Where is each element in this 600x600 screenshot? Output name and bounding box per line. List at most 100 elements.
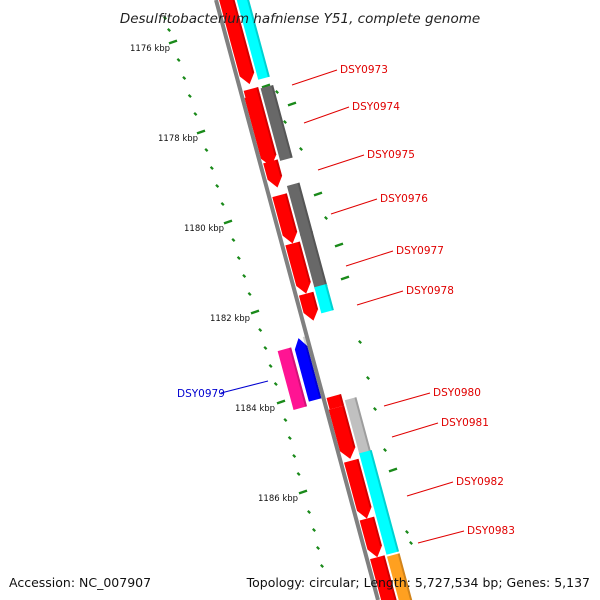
kbp-tick-major xyxy=(223,219,233,225)
gene-block-dsy0979-magenta-shade xyxy=(289,347,308,407)
kbp-tick-major xyxy=(340,275,350,281)
leader-dsy0979 xyxy=(220,380,269,394)
gene-block-dsy0978-cyan-shade xyxy=(324,283,334,311)
gene-block-dsy0982-cyan-shade xyxy=(369,449,400,552)
kbp-tick-major xyxy=(313,191,323,197)
gene-block-dsy0975-shade xyxy=(275,159,283,177)
kbp-label-1184: 1184 kbp xyxy=(235,404,275,414)
kbp-tick-minor xyxy=(187,94,192,98)
kbp-tick-minor xyxy=(247,292,252,296)
gene-block-dsy0973-cyan[interactable] xyxy=(230,0,270,80)
gene-block-bottom-red[interactable] xyxy=(370,555,400,600)
gene-block-dsy0973-cyan-shade xyxy=(247,0,270,78)
kbp-tick-minor xyxy=(268,364,273,368)
kbp-tick-minor xyxy=(366,376,370,380)
kbp-tick-minor xyxy=(287,436,292,440)
gene-block-dsy0981-lightgray[interactable] xyxy=(344,397,371,455)
kbp-tick-minor xyxy=(324,216,328,220)
leader-dsy0983 xyxy=(417,530,465,544)
gene-label-dsy0974[interactable]: DSY0974 xyxy=(352,101,400,113)
kbp-tick-minor xyxy=(215,184,220,188)
kbp-label-1186: 1186 kbp xyxy=(258,494,298,504)
genome-backbone xyxy=(214,0,380,600)
gene-block-dsy0978-cyan[interactable] xyxy=(314,283,334,314)
gene-block-dsy0975[interactable] xyxy=(263,159,283,188)
gene-block-dsy0979[interactable] xyxy=(294,338,322,402)
kbp-tick-minor xyxy=(320,564,324,568)
kbp-tick-minor xyxy=(383,448,387,452)
gene-label-dsy0976[interactable]: DSY0976 xyxy=(380,193,428,205)
kbp-tick-minor xyxy=(242,274,247,278)
kbp-tick-major xyxy=(276,399,286,405)
kbp-tick-minor xyxy=(283,120,287,124)
leader-dsy0977 xyxy=(345,250,394,267)
kbp-tick-minor xyxy=(312,528,316,532)
kbp-tick-minor xyxy=(236,256,241,260)
leader-dsy0980 xyxy=(383,392,431,407)
gene-block-dsy0973[interactable] xyxy=(214,0,255,85)
gene-label-dsy0980[interactable]: DSY0980 xyxy=(433,387,481,399)
gene-block-dsy0977[interactable] xyxy=(285,241,311,294)
kbp-tick-minor xyxy=(296,472,301,476)
gene-block-dsy0983[interactable] xyxy=(359,516,382,558)
gene-block-dsy0979-magenta[interactable] xyxy=(277,347,308,410)
genome-title: Desulfitobacterium hafniense Y51, comple… xyxy=(120,11,480,27)
kbp-label-1182: 1182 kbp xyxy=(210,314,250,324)
gene-label-dsy0979[interactable]: DSY0979 xyxy=(177,388,225,400)
gene-block-dsy0982-shade xyxy=(356,458,372,508)
gene-label-dsy0978[interactable]: DSY0978 xyxy=(406,285,454,297)
kbp-tick-major xyxy=(250,309,260,315)
genome-summary-text: Topology: circular; Length: 5,727,534 bp… xyxy=(246,575,590,590)
gene-block-bottom-red-shade xyxy=(382,555,397,600)
kbp-tick-major xyxy=(388,467,398,473)
kbp-tick-minor xyxy=(209,166,214,170)
kbp-tick-minor xyxy=(358,340,362,344)
gene-block-dsy0982[interactable] xyxy=(344,458,372,519)
kbp-tick-minor xyxy=(292,454,297,458)
gene-block-bottom-orange[interactable] xyxy=(387,553,415,600)
leader-dsy0976 xyxy=(330,198,378,215)
kbp-tick-minor xyxy=(167,28,171,32)
gene-block-dsy0979-shade xyxy=(302,336,322,399)
kbp-tick-minor xyxy=(307,510,311,514)
kbp-label-1178: 1178 kbp xyxy=(158,134,198,144)
gene-block-small-2[interactable] xyxy=(326,394,345,410)
gene-label-dsy0982[interactable]: DSY0982 xyxy=(456,476,504,488)
kbp-tick-minor xyxy=(409,541,413,545)
leader-dsy0981 xyxy=(391,422,439,438)
gene-block-dsy0976[interactable] xyxy=(272,193,298,244)
gene-label-dsy0973[interactable]: DSY0973 xyxy=(340,64,388,76)
gene-labels: DSY0973 DSY0974 DSY0975 DSY0976 DSY0977 … xyxy=(177,64,515,537)
kbp-tick-minor xyxy=(258,328,263,332)
gene-block-small-2-shade xyxy=(339,394,345,407)
gene-block-dsy0976-gray[interactable] xyxy=(286,182,314,237)
kbp-tick-major xyxy=(168,39,178,45)
gene-block-small-shade xyxy=(256,87,261,96)
gene-block-dsy0978[interactable] xyxy=(298,291,319,321)
kbp-tick-minor xyxy=(373,407,377,411)
kbp-tick-minor xyxy=(176,58,181,62)
kbp-label-group: 1176 kbp 1178 kbp 1180 kbp 1182 kbp 1184… xyxy=(130,44,298,504)
gene-block-dsy0982-cyan[interactable] xyxy=(359,449,400,555)
kbp-tick-major xyxy=(287,101,297,107)
gene-block-dsy0978-shade xyxy=(311,291,319,310)
gene-label-dsy0983[interactable]: DSY0983 xyxy=(467,525,515,537)
leader-dsy0978 xyxy=(356,290,404,306)
leader-dsy0973 xyxy=(291,69,338,86)
gene-label-dsy0981[interactable]: DSY0981 xyxy=(441,417,489,429)
kbp-tick-minor xyxy=(204,148,209,152)
kbp-tick-minor xyxy=(231,238,236,242)
gene-label-dsy0975[interactable]: DSY0975 xyxy=(367,149,415,161)
gene-label-dsy0977[interactable]: DSY0977 xyxy=(396,245,444,257)
gene-block-dsy0974-shade xyxy=(258,93,277,156)
gene-block-dsy0974-gray[interactable] xyxy=(260,85,293,161)
gene-block-dsy0977-gray[interactable] xyxy=(299,230,328,290)
gene-block-dsy0974[interactable] xyxy=(244,93,277,167)
kbp-tick-minor xyxy=(220,202,225,206)
kbp-tick-minor xyxy=(263,346,268,350)
kbp-tick-major xyxy=(334,242,344,248)
leader-dsy0982 xyxy=(406,481,454,497)
gene-block-dsy0980[interactable] xyxy=(328,405,356,459)
accession-text: Accession: NC_007907 xyxy=(9,575,151,590)
